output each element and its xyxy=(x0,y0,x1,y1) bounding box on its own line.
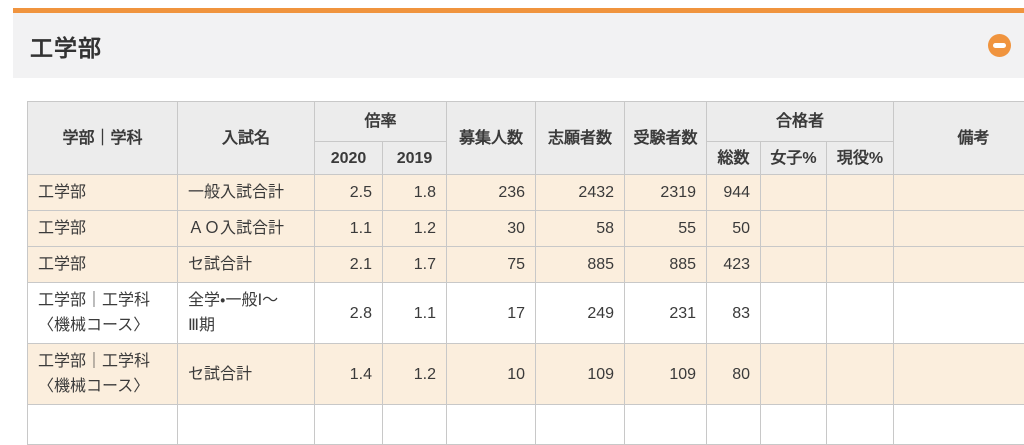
cell-ratio-2019: 1.7 xyxy=(383,247,447,283)
minus-icon xyxy=(993,43,1006,48)
cell-examinees: 2319 xyxy=(625,175,707,211)
cell-ratio-2020: 2.8 xyxy=(315,283,383,344)
cell-examinees: 109 xyxy=(625,344,707,405)
cell-accepted-female xyxy=(761,175,827,211)
table-row: 工学部 ＡＯ入試合計 1.1 1.2 30 58 55 50 xyxy=(28,211,1024,247)
cell-applicants: 885 xyxy=(536,247,625,283)
cell-faculty: 工学部 xyxy=(28,211,178,247)
cell-accepted-total: 944 xyxy=(707,175,761,211)
cell-accepted-active xyxy=(827,175,894,211)
cell-accepted-total: 50 xyxy=(707,211,761,247)
cell-examinees: 55 xyxy=(625,211,707,247)
table-row-partial xyxy=(28,405,1024,445)
admission-results-table: 学部｜学科 入試名 倍率 募集人数 志願者数 受験者数 合格者 備考 2020 … xyxy=(27,101,1024,445)
cell-faculty: 工学部 xyxy=(28,175,178,211)
header-row-top: 学部｜学科 入試名 倍率 募集人数 志願者数 受験者数 合格者 備考 xyxy=(28,102,1024,142)
col-header-faculty: 学部｜学科 xyxy=(28,102,178,175)
cell-accepted-total: 423 xyxy=(707,247,761,283)
cell-ratio-2019: 1.1 xyxy=(383,283,447,344)
cell-ratio-2019: 1.8 xyxy=(383,175,447,211)
table-row: 工学部 セ試合計 2.1 1.7 75 885 885 423 xyxy=(28,247,1024,283)
col-header-examinees: 受験者数 xyxy=(625,102,707,175)
col-header-ratio-group: 倍率 xyxy=(315,102,447,142)
col-header-remarks: 備考 xyxy=(894,102,1024,175)
cell-examinees: 231 xyxy=(625,283,707,344)
cell-applicants: 249 xyxy=(536,283,625,344)
col-header-ratio-2019: 2019 xyxy=(383,142,447,175)
cell-remarks xyxy=(894,211,1024,247)
cell-capacity: 10 xyxy=(447,344,536,405)
cell-exam-name: 一般入試合計 xyxy=(178,175,315,211)
table-row: 工学部｜工学科 〈機械コース〉 セ試合計 1.4 1.2 10 109 109 … xyxy=(28,344,1024,405)
table-row: 工学部｜工学科 〈機械コース〉 全学・一般Ⅰ〜 Ⅲ期 2.8 1.1 17 24… xyxy=(28,283,1024,344)
collapse-button[interactable] xyxy=(988,34,1011,57)
cell-faculty: 工学部｜工学科 〈機械コース〉 xyxy=(28,344,178,405)
cell-examinees: 885 xyxy=(625,247,707,283)
cell-accepted-female xyxy=(761,211,827,247)
cell-ratio-2019: 1.2 xyxy=(383,211,447,247)
cell-ratio-2020: 1.4 xyxy=(315,344,383,405)
cell-accepted-total: 83 xyxy=(707,283,761,344)
section-header: 工学部 xyxy=(13,8,1024,78)
section-title: 工学部 xyxy=(30,29,102,63)
col-header-capacity: 募集人数 xyxy=(447,102,536,175)
cell-capacity: 236 xyxy=(447,175,536,211)
cell-exam-name: ＡＯ入試合計 xyxy=(178,211,315,247)
col-header-accepted-group: 合格者 xyxy=(707,102,894,142)
cell-remarks xyxy=(894,247,1024,283)
col-header-ratio-2020: 2020 xyxy=(315,142,383,175)
cell-capacity: 17 xyxy=(447,283,536,344)
cell-applicants: 2432 xyxy=(536,175,625,211)
cell-remarks xyxy=(894,283,1024,344)
cell-exam-name: 全学・一般Ⅰ〜 Ⅲ期 xyxy=(178,283,315,344)
cell-capacity: 75 xyxy=(447,247,536,283)
cell-applicants: 58 xyxy=(536,211,625,247)
cell-accepted-active xyxy=(827,247,894,283)
cell-ratio-2020: 2.1 xyxy=(315,247,383,283)
col-header-applicants: 志願者数 xyxy=(536,102,625,175)
cell-faculty: 工学部｜工学科 〈機械コース〉 xyxy=(28,283,178,344)
table-row: 工学部 一般入試合計 2.5 1.8 236 2432 2319 944 xyxy=(28,175,1024,211)
cell-accepted-active xyxy=(827,283,894,344)
cell-accepted-total: 80 xyxy=(707,344,761,405)
cell-accepted-active xyxy=(827,344,894,405)
col-header-exam-name: 入試名 xyxy=(178,102,315,175)
col-header-accepted-total: 総数 xyxy=(707,142,761,175)
cell-exam-name: セ試合計 xyxy=(178,344,315,405)
cell-accepted-female xyxy=(761,283,827,344)
cell-accepted-active xyxy=(827,211,894,247)
col-header-accepted-active: 現役% xyxy=(827,142,894,175)
cell-accepted-female xyxy=(761,247,827,283)
cell-exam-name: セ試合計 xyxy=(178,247,315,283)
cell-ratio-2020: 1.1 xyxy=(315,211,383,247)
cell-remarks xyxy=(894,175,1024,211)
cell-applicants: 109 xyxy=(536,344,625,405)
col-header-accepted-female: 女子% xyxy=(761,142,827,175)
cell-accepted-female xyxy=(761,344,827,405)
cell-faculty: 工学部 xyxy=(28,247,178,283)
cell-remarks xyxy=(894,344,1024,405)
cell-ratio-2020: 2.5 xyxy=(315,175,383,211)
cell-ratio-2019: 1.2 xyxy=(383,344,447,405)
cell-capacity: 30 xyxy=(447,211,536,247)
